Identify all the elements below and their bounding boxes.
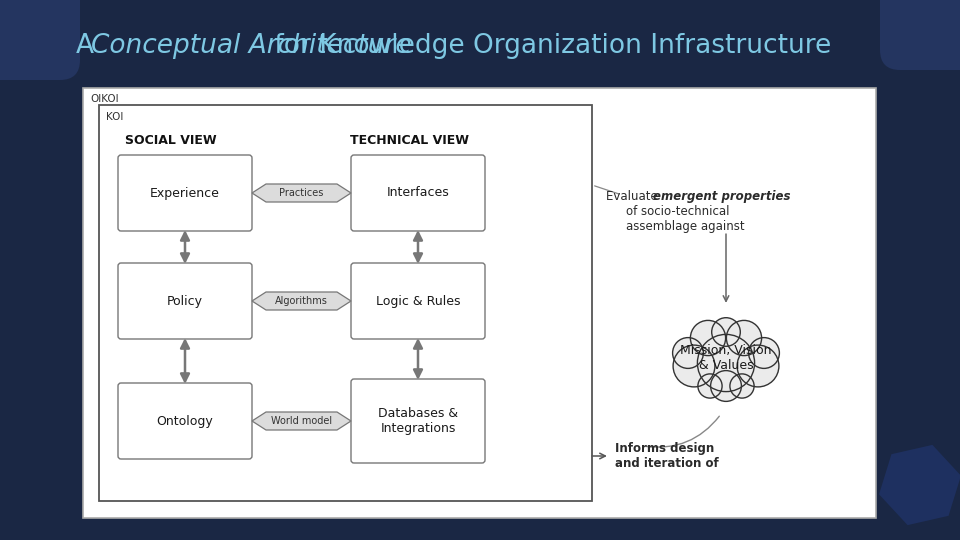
Circle shape: [749, 338, 780, 368]
Circle shape: [698, 374, 722, 398]
FancyBboxPatch shape: [351, 155, 485, 231]
Text: OIKOI: OIKOI: [90, 94, 119, 104]
Polygon shape: [252, 412, 351, 430]
Circle shape: [673, 338, 704, 368]
Text: Evaluate: Evaluate: [606, 190, 661, 203]
Text: A: A: [76, 33, 103, 59]
Text: of socio-technical: of socio-technical: [626, 205, 730, 218]
Text: Algorithms: Algorithms: [276, 296, 328, 306]
Circle shape: [730, 374, 755, 398]
Polygon shape: [252, 292, 351, 310]
Text: KOI: KOI: [106, 112, 124, 122]
Circle shape: [673, 345, 715, 387]
FancyBboxPatch shape: [351, 263, 485, 339]
Text: Ontology: Ontology: [156, 415, 213, 428]
Circle shape: [737, 345, 779, 387]
Text: Policy: Policy: [167, 294, 203, 307]
Text: SOCIAL VIEW: SOCIAL VIEW: [125, 134, 217, 147]
Circle shape: [727, 320, 761, 356]
Text: Databases &
Integrations: Databases & Integrations: [378, 407, 458, 435]
Text: Conceptual Architecture: Conceptual Architecture: [91, 33, 412, 59]
Circle shape: [690, 320, 726, 356]
FancyBboxPatch shape: [118, 155, 252, 231]
Circle shape: [710, 370, 741, 401]
Text: Mission, Vision
& Values: Mission, Vision & Values: [681, 344, 772, 372]
Text: emergent properties: emergent properties: [653, 190, 790, 203]
FancyBboxPatch shape: [83, 88, 876, 518]
FancyBboxPatch shape: [118, 383, 252, 459]
Text: TECHNICAL VIEW: TECHNICAL VIEW: [349, 134, 468, 147]
FancyBboxPatch shape: [351, 379, 485, 463]
Text: World model: World model: [271, 416, 332, 426]
Text: Informs design
and iteration of: Informs design and iteration of: [615, 442, 719, 470]
FancyBboxPatch shape: [880, 0, 960, 70]
FancyBboxPatch shape: [118, 263, 252, 339]
Text: Logic & Rules: Logic & Rules: [375, 294, 460, 307]
Text: for Knowledge Organization Infrastructure: for Knowledge Organization Infrastructur…: [266, 33, 831, 59]
Text: Experience: Experience: [150, 186, 220, 199]
Text: assemblage against: assemblage against: [626, 220, 745, 233]
Circle shape: [711, 318, 740, 346]
Text: Interfaces: Interfaces: [387, 186, 449, 199]
FancyBboxPatch shape: [99, 105, 592, 501]
Circle shape: [697, 334, 755, 392]
FancyBboxPatch shape: [0, 0, 80, 80]
Text: Practices: Practices: [279, 188, 324, 198]
Polygon shape: [252, 184, 351, 202]
